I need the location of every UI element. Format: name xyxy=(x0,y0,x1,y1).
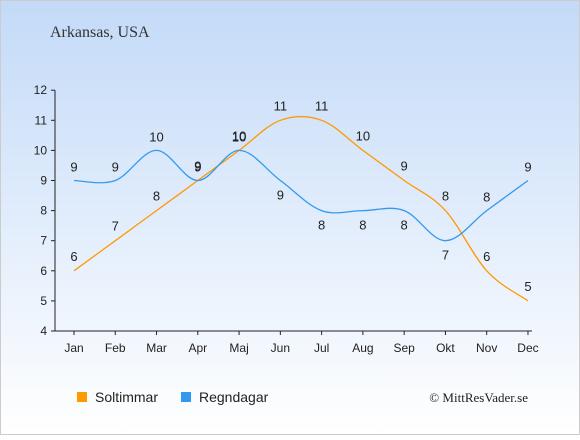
data-label-soltimmar: 11 xyxy=(274,98,288,113)
chart-title: Arkansas, USA xyxy=(50,24,150,41)
series-layer xyxy=(73,115,529,302)
data-label-soltimmar: 10 xyxy=(356,128,370,143)
data-label-regndagar: 9 xyxy=(277,188,284,203)
data-label-regndagar: 8 xyxy=(483,190,490,205)
legend-label-soltimmar: Soltimmar xyxy=(95,389,158,405)
data-label-regndagar: 9 xyxy=(194,160,201,175)
data-label-soltimmar: 6 xyxy=(70,249,77,264)
y-tick-label: 7 xyxy=(40,234,47,248)
x-tick-label: Nov xyxy=(476,341,497,355)
series-line-regndagar xyxy=(73,149,529,242)
data-label-soltimmar: 10 xyxy=(232,128,246,143)
y-tick-label: 6 xyxy=(40,264,47,278)
legend-swatch-regndagar xyxy=(181,392,191,402)
x-tick-label: Dec xyxy=(517,341,538,355)
data-label-soltimmar: 8 xyxy=(442,189,449,204)
x-tick-label: Feb xyxy=(105,341,126,355)
data-label-soltimmar: 9 xyxy=(401,159,408,174)
data-label-regndagar: 10 xyxy=(232,129,246,144)
x-tick-label: Mar xyxy=(146,341,167,355)
y-tick-label: 12 xyxy=(34,83,48,97)
data-label-regndagar: 8 xyxy=(359,218,366,233)
data-label-soltimmar: 7 xyxy=(112,219,119,234)
data-label-regndagar: 9 xyxy=(70,160,77,175)
x-tick-label: Sep xyxy=(393,341,415,355)
axes-layer: 4 5 6 7 8 9 10 11 12 Jan Feb Mar Apr Maj Jun Jul Aug Sep O… xyxy=(34,83,539,355)
y-tick-label: 10 xyxy=(34,143,48,157)
x-tick-label: Jan xyxy=(64,341,83,355)
legend: Soltimmar Regndagar xyxy=(77,389,269,405)
legend-label-regndagar: Regndagar xyxy=(199,389,269,405)
data-label-soltimmar: 6 xyxy=(483,249,490,264)
x-tick-label: Apr xyxy=(188,341,207,355)
data-label-regndagar: 7 xyxy=(442,248,449,263)
x-tick-label: Jul xyxy=(314,341,329,355)
legend-swatch-soltimmar xyxy=(77,392,87,402)
x-tick-label: Okt xyxy=(436,341,455,355)
data-label-soltimmar: 11 xyxy=(315,98,329,113)
series-line-soltimmar xyxy=(73,115,529,302)
data-label-regndagar: 9 xyxy=(524,160,531,175)
data-label-regndagar: 9 xyxy=(112,160,119,175)
x-tick-label: Jun xyxy=(271,341,290,355)
data-label-regndagar: 8 xyxy=(401,218,408,233)
x-tick-label: Aug xyxy=(352,341,373,355)
y-tick-label: 4 xyxy=(40,324,47,338)
y-tick-label: 11 xyxy=(35,113,48,127)
y-tick-label: 8 xyxy=(40,204,47,218)
x-tick-label: Maj xyxy=(229,341,248,355)
y-tick-label: 9 xyxy=(40,174,47,188)
data-label-regndagar: 10 xyxy=(149,129,163,144)
data-label-regndagar: 8 xyxy=(318,218,325,233)
y-tick-label: 5 xyxy=(40,294,47,308)
credit-text: © MittResVader.se xyxy=(429,390,528,405)
data-label-soltimmar: 8 xyxy=(153,189,160,204)
data-label-soltimmar: 5 xyxy=(524,279,531,294)
data-label-soltimmar: 9 xyxy=(194,159,201,174)
